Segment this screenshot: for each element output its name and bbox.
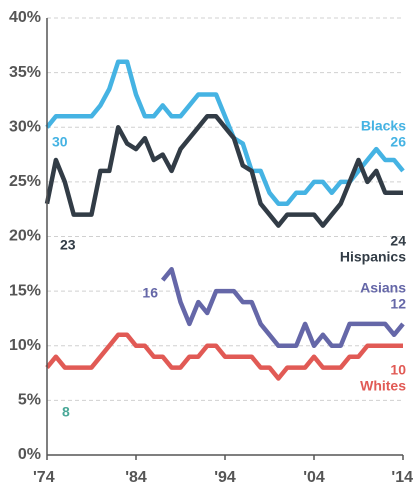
x-tick-label: '14 (391, 469, 413, 486)
series-label: Asians (360, 280, 406, 296)
series-line (44, 114, 403, 228)
series-line (160, 267, 405, 349)
y-tick-label: 40% (9, 9, 41, 26)
y-tick-label: 35% (9, 64, 41, 81)
x-tick-label: '04 (303, 469, 325, 486)
y-tick-label: 25% (9, 173, 41, 190)
end-label: 10 (390, 362, 406, 378)
series-line (45, 59, 405, 206)
series-label: Blacks (361, 118, 406, 134)
x-tick-label: '74 (33, 469, 55, 486)
y-tick-label: 15% (9, 282, 41, 299)
end-label: 26 (390, 134, 406, 150)
end-label: 24 (390, 233, 406, 249)
x-tick-label: '84 (125, 469, 147, 486)
y-tick-label: 10% (9, 337, 41, 354)
y-tick-label: 0% (18, 446, 41, 463)
end-label: 12 (390, 296, 406, 312)
start-label: 23 (60, 237, 76, 253)
series-line (45, 332, 403, 381)
y-tick-label: 20% (9, 228, 41, 245)
grid (47, 17, 403, 401)
start-label: 16 (142, 285, 158, 301)
start-label: 8 (62, 404, 70, 420)
series-label: Whites (360, 378, 406, 394)
start-label: 30 (52, 134, 68, 150)
y-tick-label: 5% (18, 392, 41, 409)
series-label: Hispanics (340, 249, 406, 265)
y-tick-label: 30% (9, 118, 41, 135)
x-tick-label: '94 (214, 469, 236, 486)
